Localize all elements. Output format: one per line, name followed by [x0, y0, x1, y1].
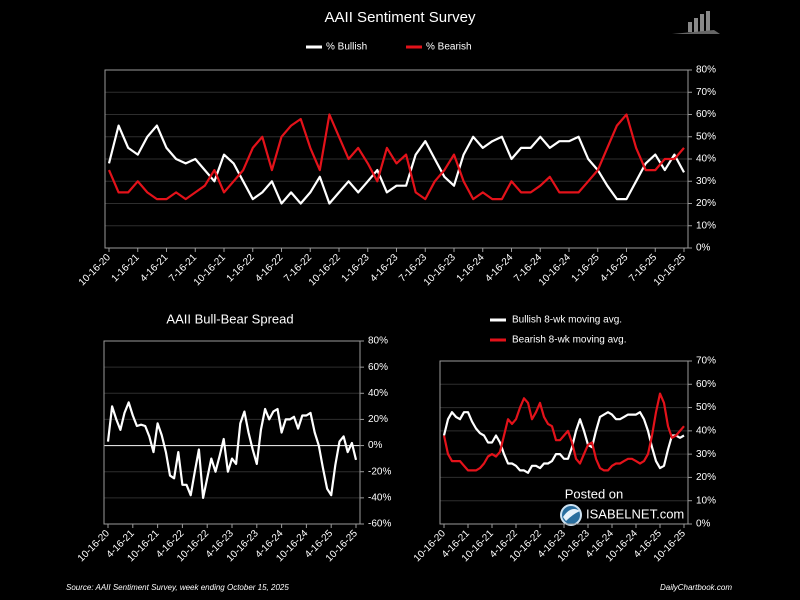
y-tick-label: 40%: [368, 388, 388, 399]
x-tick-label: 10-16-25: [652, 252, 688, 288]
y-tick-label: 30%: [696, 176, 716, 187]
x-tick-label: 1-16-23: [340, 252, 372, 284]
watermark-text: Posted on: [565, 486, 624, 501]
y-tick-label: 60%: [696, 109, 716, 120]
legend-label: Bearish 8-wk moving avg.: [512, 335, 627, 346]
y-tick-label: 10%: [696, 495, 716, 506]
x-tick-label: 4-16-22: [253, 252, 285, 284]
series-line: [107, 124, 685, 205]
y-tick-label: -40%: [368, 492, 391, 503]
y-tick-label: 0%: [368, 440, 383, 451]
y-tick-label: 40%: [696, 154, 716, 165]
x-tick-label: 1-16-22: [225, 252, 257, 284]
x-tick-label: 4-16-21: [138, 252, 170, 284]
x-tick-label: 10-16-20: [76, 528, 112, 564]
y-tick-label: 80%: [368, 336, 388, 347]
y-tick-label: 0%: [696, 243, 711, 254]
y-tick-label: 40%: [696, 425, 716, 436]
chart-title: AAII Bull-Bear Spread: [166, 311, 293, 326]
y-tick-label: 20%: [696, 472, 716, 483]
series-line: [107, 113, 685, 201]
y-tick-label: -60%: [368, 519, 391, 530]
legend-label: % Bullish: [326, 42, 367, 53]
series-line: [442, 392, 685, 472]
y-tick-label: 20%: [696, 198, 716, 209]
x-tick-label: 10-16-21: [192, 252, 228, 288]
chart-panel: -60%-40%-20%0%20%40%60%80%10-16-204-16-2…: [76, 311, 392, 564]
legend-label: % Bearish: [426, 42, 472, 53]
y-tick-label: 70%: [696, 87, 716, 98]
x-tick-label: 1-16-21: [110, 252, 142, 284]
x-tick-label: 4-16-23: [368, 252, 400, 284]
chart-title: AAII Sentiment Survey: [325, 9, 476, 26]
legend-label: Bullish 8-wk moving avg.: [512, 315, 622, 326]
y-tick-label: 60%: [696, 379, 716, 390]
x-tick-label: 4-16-25: [598, 252, 630, 284]
x-tick-label: 1-16-24: [455, 252, 487, 284]
series-line: [442, 411, 685, 474]
y-tick-label: 50%: [696, 402, 716, 413]
y-tick-label: 20%: [368, 414, 388, 425]
x-tick-label: 1-16-25: [570, 252, 602, 284]
x-tick-label: 4-16-24: [483, 252, 515, 284]
y-tick-label: 10%: [696, 220, 716, 231]
x-tick-label: 10-16-23: [422, 252, 458, 288]
y-tick-label: -20%: [368, 466, 391, 477]
x-tick-label: 10-16-22: [307, 252, 343, 288]
y-tick-label: 30%: [696, 449, 716, 460]
y-tick-label: 50%: [696, 131, 716, 142]
x-tick-label: 10-16-20: [412, 528, 448, 564]
source: Source: AAII Sentiment Survey, week endi…: [66, 583, 289, 592]
watermark-text: ISABELNET.com: [586, 506, 684, 521]
credit: DailyChartbook.com: [660, 583, 732, 592]
watermark: Posted on ISABELNET.com: [560, 486, 684, 526]
plot-frame: [103, 340, 361, 525]
x-tick-label: 10-16-20: [77, 252, 113, 288]
chart-panel: 0%10%20%30%40%50%60%70%80%10-16-201-16-2…: [77, 9, 716, 288]
y-tick-label: 80%: [696, 65, 716, 76]
logo: [672, 11, 720, 34]
x-tick-label: 10-16-24: [537, 252, 573, 288]
series-line: [106, 401, 358, 499]
chart-panel: 0%10%20%30%40%50%60%70%10-16-204-16-2110…: [412, 315, 716, 565]
y-tick-label: 70%: [696, 356, 716, 367]
y-tick-label: 0%: [696, 519, 711, 530]
y-tick-label: 60%: [368, 362, 388, 373]
